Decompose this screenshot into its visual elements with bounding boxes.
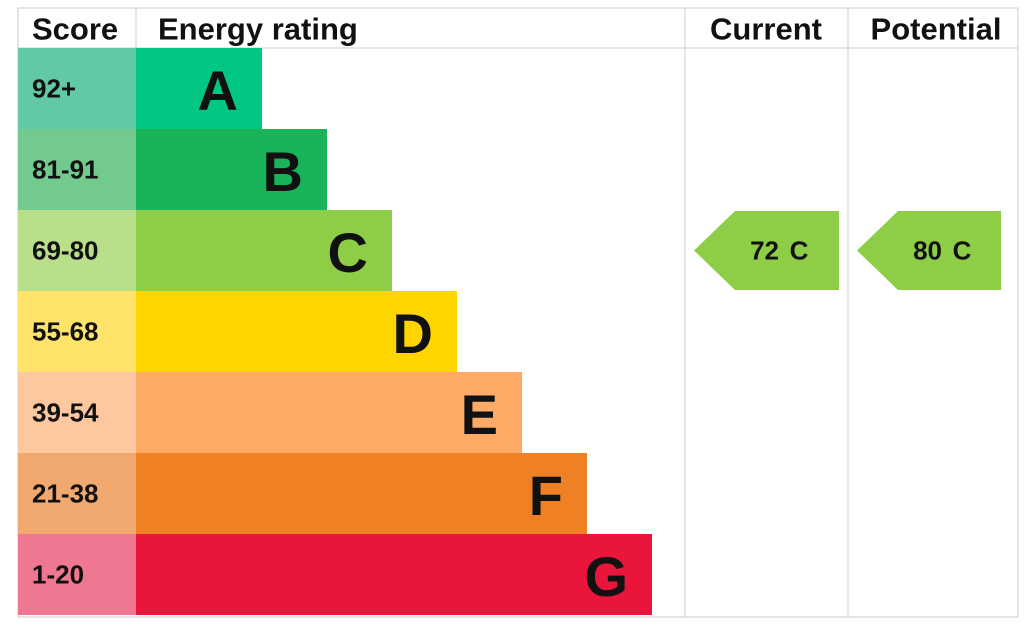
potential-value: 80 (913, 236, 942, 266)
score-label: 92+ (32, 74, 76, 104)
score-label: 81-91 (32, 155, 99, 185)
header-potential: Potential (871, 12, 1002, 47)
score-cell (18, 48, 136, 129)
rating-letter: C (328, 221, 368, 284)
score-cell (18, 372, 136, 453)
rating-letter: A (198, 59, 238, 122)
potential-band: C (953, 236, 972, 266)
header-current: Current (710, 12, 822, 47)
current-value: 72 (750, 236, 779, 266)
current-band: C (790, 236, 809, 266)
score-label: 39-54 (32, 398, 99, 428)
rating-bar (136, 210, 392, 291)
current-arrow (694, 211, 839, 290)
score-cell (18, 453, 136, 534)
score-label: 1-20 (32, 560, 84, 590)
rating-bar (136, 372, 522, 453)
score-label: 55-68 (32, 317, 99, 347)
header-rating: Energy rating (158, 12, 358, 47)
rating-bar (136, 129, 327, 210)
rating-letter: B (263, 140, 303, 203)
score-cell (18, 534, 136, 615)
rating-letter: D (393, 302, 433, 365)
rating-bar (136, 48, 262, 129)
score-label: 69-80 (32, 236, 99, 266)
rating-bar (136, 453, 587, 534)
score-cell (18, 129, 136, 210)
rating-bar (136, 291, 457, 372)
rating-letter: E (461, 383, 498, 446)
score-cell (18, 291, 136, 372)
rating-bar (136, 534, 652, 615)
header-score: Score (32, 12, 118, 47)
rating-letter: F (529, 464, 563, 527)
rating-letter: G (584, 545, 628, 608)
potential-arrow (857, 211, 1001, 290)
score-cell (18, 210, 136, 291)
score-label: 21-38 (32, 479, 99, 509)
